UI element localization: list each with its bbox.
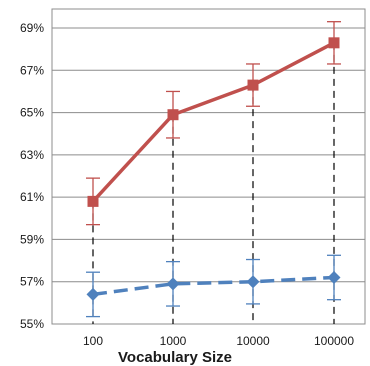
data-point-square [87, 195, 99, 207]
gridlines [52, 27, 365, 325]
x-tick-label: 1000 [160, 334, 187, 348]
data-point-square [328, 37, 340, 49]
data-point-square [247, 79, 259, 91]
y-tick-label: 63% [20, 148, 44, 162]
y-axis-tick-labels: 55% 57% 59% 61% 63% 65% 67% 69% [20, 21, 44, 331]
data-point-diamond [327, 270, 341, 284]
y-tick-label: 61% [20, 190, 44, 204]
y-tick-label: 57% [20, 275, 44, 289]
x-tick-label: 10000 [236, 334, 270, 348]
y-tick-label: 69% [20, 21, 44, 35]
x-tick-label: 100 [83, 334, 103, 348]
series-2 [86, 254, 341, 318]
y-tick-label: 59% [20, 232, 44, 246]
x-tick-label: 100000 [314, 334, 354, 348]
y-tick-label: 67% [20, 63, 44, 77]
data-point-square [167, 109, 179, 121]
series-line [91, 41, 335, 203]
series-1 [86, 21, 341, 226]
data-point-diamond [86, 287, 100, 301]
data-point-diamond [246, 275, 260, 289]
series-line [92, 275, 335, 297]
data-point-diamond [166, 277, 180, 291]
y-tick-label: 55% [20, 317, 44, 331]
series-layer [86, 21, 341, 318]
x-axis-tick-labels: 100 1000 10000 100000 [83, 334, 354, 348]
plot-area-frame [51, 8, 366, 325]
y-tick-label: 65% [20, 106, 44, 120]
x-axis-title: Vocabulary Size [118, 349, 232, 366]
